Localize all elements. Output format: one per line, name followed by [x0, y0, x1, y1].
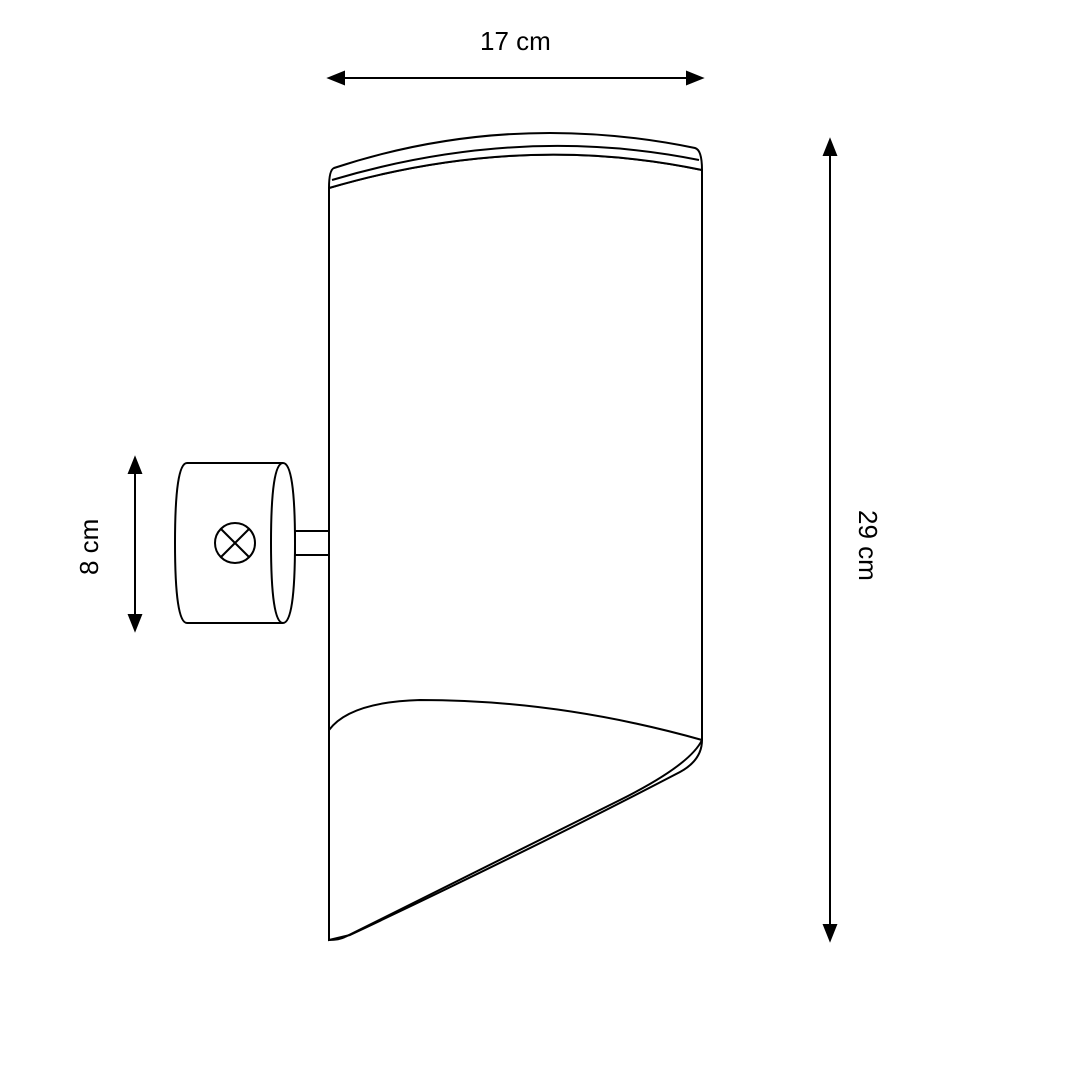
lamp-drawing	[175, 133, 702, 940]
dimension-width	[329, 72, 702, 84]
lamp-shade	[329, 133, 702, 940]
width-label: 17 cm	[480, 26, 551, 57]
dimension-base-height	[129, 458, 141, 630]
wall-mount-base	[175, 463, 330, 623]
base-height-label: 8 cm	[74, 519, 105, 575]
dimension-height	[824, 140, 836, 940]
height-label: 29 cm	[852, 510, 883, 581]
